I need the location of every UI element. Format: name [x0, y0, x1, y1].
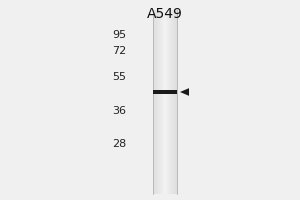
Bar	[176, 10, 178, 194]
Bar	[162, 10, 163, 194]
Bar	[169, 10, 170, 194]
Bar	[166, 10, 167, 194]
Bar	[157, 10, 158, 194]
Bar	[160, 10, 161, 194]
Bar	[163, 10, 164, 194]
Bar	[156, 10, 157, 194]
Bar	[167, 10, 168, 194]
Bar	[161, 10, 162, 194]
Text: 55: 55	[112, 72, 126, 82]
Bar	[158, 10, 159, 194]
Bar	[175, 10, 176, 194]
Bar	[172, 10, 173, 194]
Bar	[170, 10, 172, 194]
Bar	[174, 10, 175, 194]
Bar	[175, 10, 176, 194]
Bar	[164, 10, 165, 194]
Bar	[170, 10, 171, 194]
Bar	[168, 10, 169, 194]
Bar	[172, 10, 173, 194]
Text: 95: 95	[112, 30, 126, 40]
Bar	[171, 10, 172, 194]
Polygon shape	[180, 88, 189, 96]
Bar	[173, 10, 175, 194]
Bar	[159, 10, 160, 194]
Bar	[165, 10, 166, 194]
Bar	[154, 10, 155, 194]
Bar	[153, 90, 177, 94]
Bar	[173, 10, 174, 194]
Text: A549: A549	[147, 7, 183, 21]
Bar	[157, 10, 158, 194]
Text: 28: 28	[112, 139, 126, 149]
Bar	[167, 10, 169, 194]
Bar	[154, 10, 155, 194]
Bar	[158, 10, 160, 194]
Bar	[164, 10, 166, 194]
Bar	[163, 10, 164, 194]
Bar	[166, 10, 167, 194]
Bar	[155, 10, 156, 194]
Bar	[155, 10, 157, 194]
Text: 36: 36	[112, 106, 126, 116]
Bar	[169, 10, 170, 194]
Bar	[153, 10, 154, 194]
Bar	[176, 10, 177, 194]
Text: 72: 72	[112, 46, 126, 56]
Bar	[160, 10, 161, 194]
Bar	[161, 10, 163, 194]
